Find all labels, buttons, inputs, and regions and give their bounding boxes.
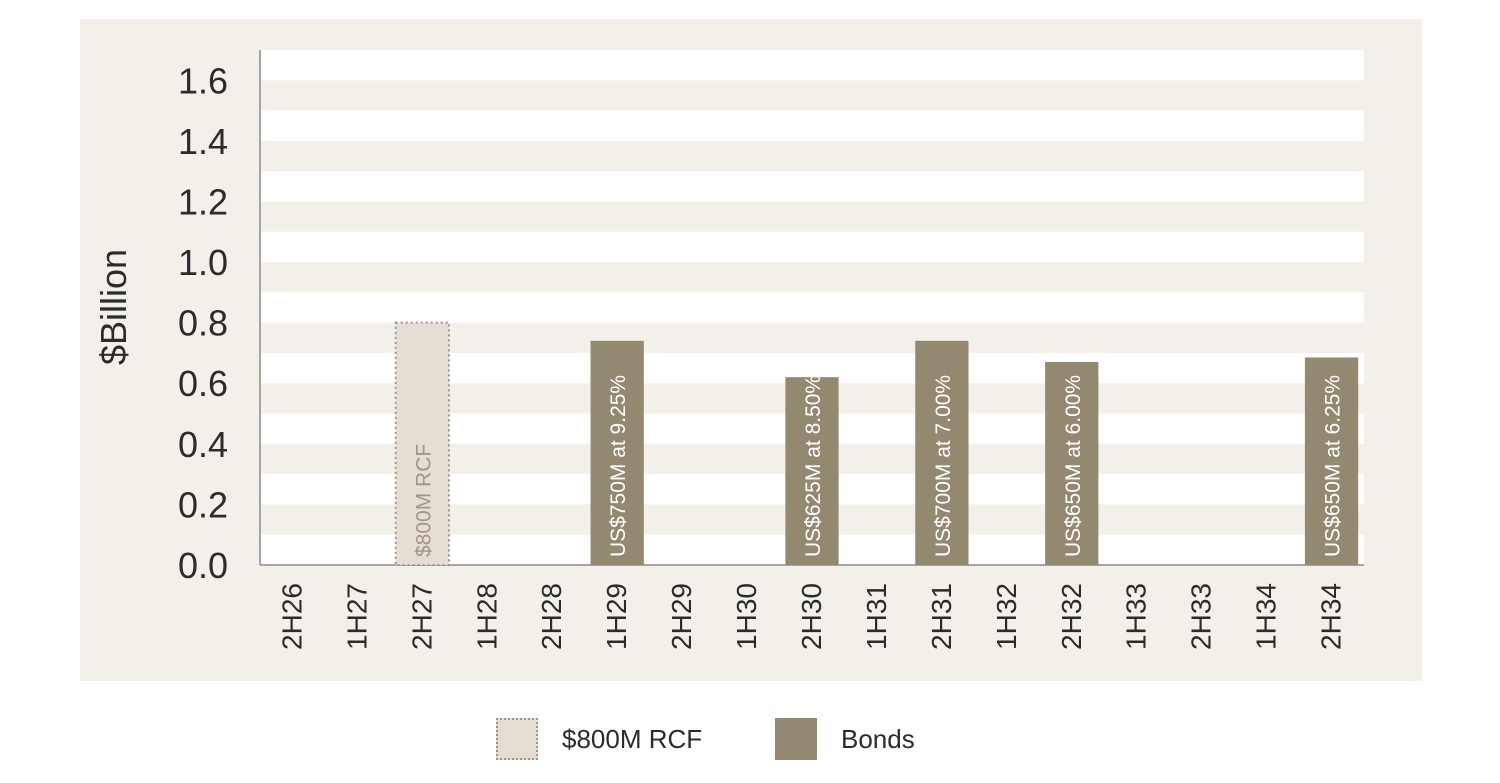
chart-panel: 0.0 0.2 0.4 0.6 0.8 1.0 1.2 1.4 1.6 2H26 1H27 2H27 1… [80, 19, 1422, 681]
bar-bonds [915, 340, 969, 565]
x-tick-label: 1H30 [731, 583, 762, 650]
legend-swatch-bonds [775, 718, 817, 760]
y-tick-label: 0.6 [178, 363, 228, 404]
y-tick-label: 0.0 [178, 545, 228, 586]
y-axis-title: $Billion [93, 249, 134, 365]
legend-swatch-rcf [496, 718, 538, 760]
x-tick-label: 2H30 [796, 583, 827, 650]
x-tick-label: 1H29 [601, 583, 632, 650]
bar-bonds [1045, 362, 1099, 565]
y-tick-label: 1.0 [178, 242, 228, 283]
bar-bonds [785, 377, 839, 565]
grid-band [260, 231, 1364, 263]
x-tick-label: 2H27 [406, 583, 437, 650]
x-tick-label: 1H31 [861, 583, 892, 650]
bar-bonds [590, 340, 644, 565]
x-tick-label: 1H33 [1121, 583, 1152, 650]
legend-label-rcf: $800M RCF [562, 723, 703, 754]
grid-band [260, 110, 1364, 141]
x-tick-label: 2H29 [666, 583, 697, 650]
x-tick-label: 2H34 [1316, 583, 1347, 650]
bar-chart: 0.0 0.2 0.4 0.6 0.8 1.0 1.2 1.4 1.6 2H26 1H27 2H27 1… [93, 50, 1364, 650]
bar-label: US$650M at 6.00% [1062, 375, 1085, 557]
legend-item-rcf: $800M RCF [496, 716, 702, 762]
legend: $800M RCF Bonds [0, 716, 1500, 762]
grid-band [260, 171, 1364, 202]
bar-label: US$650M at 6.25% [1322, 375, 1345, 557]
legend-item-bonds: Bonds [775, 716, 915, 762]
x-tick-label: 2H26 [276, 583, 307, 650]
x-tick-label: 2H32 [1056, 583, 1087, 650]
y-tick-label: 0.8 [178, 303, 228, 344]
grid-band [260, 292, 1364, 323]
x-tick-label: 2H28 [536, 583, 567, 650]
bar-label: $800M RCF [412, 444, 435, 557]
y-tick-label: 0.4 [178, 424, 228, 465]
y-tick-label: 1.4 [178, 121, 228, 162]
bar-label: US$625M at 8.50% [802, 375, 825, 557]
x-tick-label: 1H28 [471, 583, 502, 650]
y-tick-label: 1.6 [178, 60, 228, 101]
x-tick-label: 2H31 [926, 583, 957, 650]
y-tick-label: 0.2 [178, 484, 228, 525]
legend-label-bonds: Bonds [841, 723, 915, 754]
x-tick-label: 2H33 [1186, 583, 1217, 650]
x-tick-label: 1H34 [1251, 583, 1282, 650]
x-tick-label: 1H27 [341, 583, 372, 650]
bar-rcf [394, 321, 450, 566]
bar-label: US$750M at 9.25% [607, 375, 630, 557]
x-tick-label: 1H32 [991, 583, 1022, 650]
bar-bonds [1304, 357, 1359, 565]
y-tick-label: 1.2 [178, 181, 228, 222]
bar-label: US$700M at 7.00% [932, 375, 955, 557]
grid-band [260, 50, 1364, 81]
